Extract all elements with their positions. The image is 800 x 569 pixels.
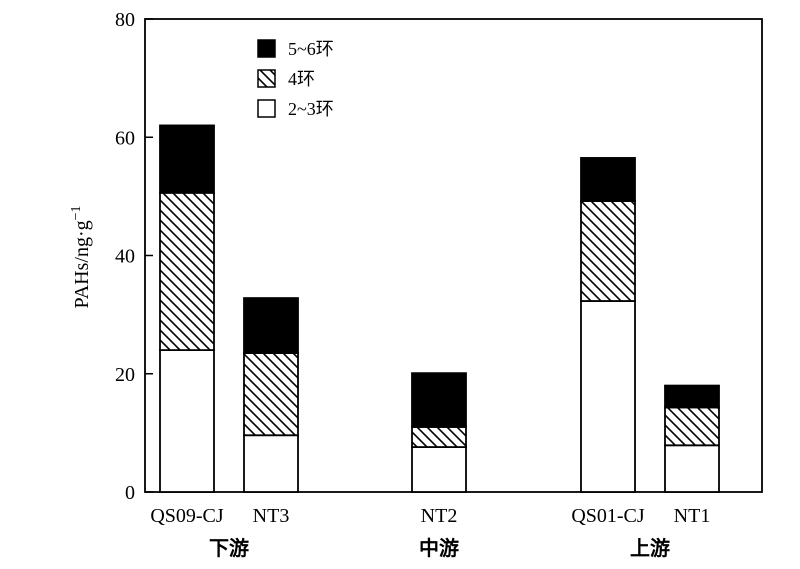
x-axis-labels: QS09-CJ NT3 NT2 QS01-CJ NT1 (150, 505, 710, 527)
x-tick-label: QS01-CJ (571, 505, 645, 527)
bar-segment-QS01-CJ-hatch (580, 200, 636, 302)
y-tick-label: 80 (115, 9, 135, 31)
group-label: 上游 (630, 536, 670, 560)
bar-segment-QS09-CJ-hatch (159, 191, 215, 352)
bar-segment-NT3-black (243, 297, 299, 354)
bar-segment-NT3-hatch (243, 352, 299, 437)
legend-label: 4环 (288, 69, 315, 89)
legend-label: 2~3环 (288, 99, 334, 119)
legend-label: 5~6环 (288, 39, 334, 59)
y-axis-title: PAHs/ng·g−1 (69, 205, 93, 308)
bar-segment-QS09-CJ-white (159, 349, 215, 493)
bar-segment-NT1-white (664, 444, 720, 493)
group-label: 下游 (209, 536, 249, 560)
bar-segment-NT2-black (411, 372, 467, 428)
legend-swatch (257, 99, 276, 118)
y-tick-label: 20 (115, 364, 135, 386)
bar-segment-NT3-white (243, 434, 299, 493)
x-tick-label: QS09-CJ (150, 505, 224, 527)
y-tick-label: 40 (115, 246, 135, 268)
bar-segment-NT2-hatch (411, 426, 467, 448)
y-axis-ticks: 0 20 40 60 80 (115, 9, 153, 504)
x-tick-label: NT3 (253, 505, 290, 527)
bar-segment-NT1-black (664, 384, 720, 409)
legend-swatch (257, 69, 276, 88)
bar-segment-NT2-white (411, 446, 467, 493)
y-tick-label: 60 (115, 127, 135, 149)
bar-segment-NT1-hatch (664, 406, 720, 447)
bar-segment-QS01-CJ-white (580, 300, 636, 493)
y-tick-label: 0 (125, 482, 135, 504)
bars (159, 124, 720, 493)
bar-segment-QS09-CJ-black (159, 124, 215, 194)
x-tick-label: NT1 (674, 505, 711, 527)
group-label: 中游 (419, 536, 459, 560)
bar-segment-QS01-CJ-black (580, 157, 636, 203)
region-group-labels: 下游 中游 上游 (209, 536, 670, 560)
legend: 5~6环 4环 2~3环 (257, 39, 334, 119)
x-tick-label: NT2 (421, 505, 458, 527)
legend-swatch (257, 39, 276, 58)
